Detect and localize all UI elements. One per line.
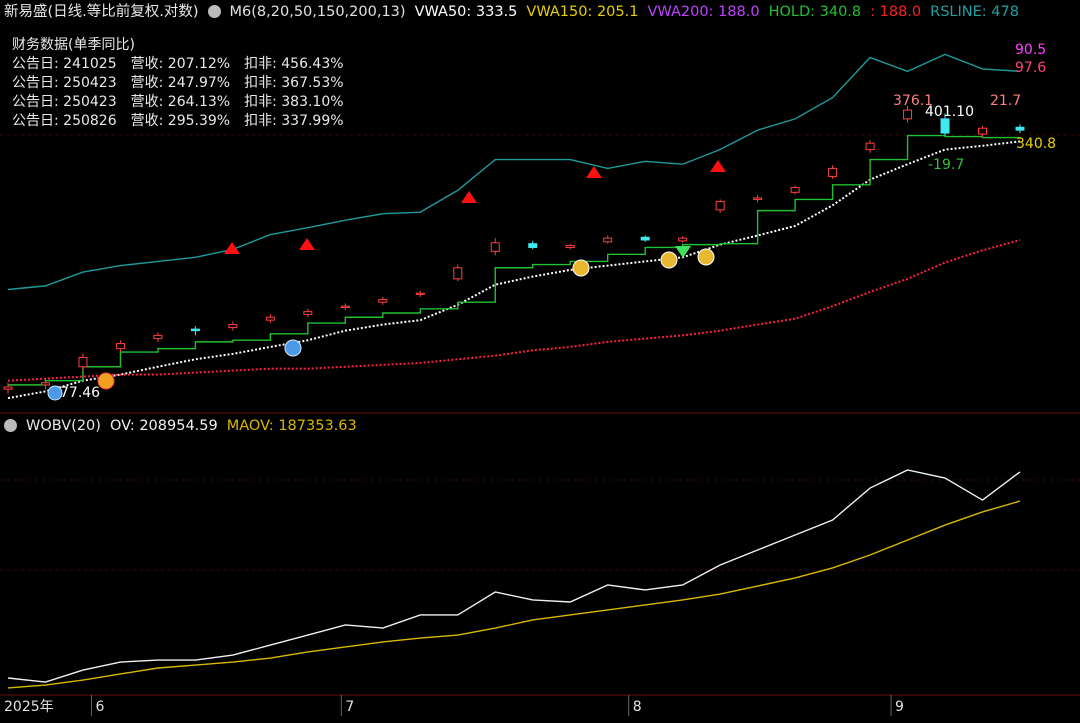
indicator: RSLINE: 478 (930, 4, 1019, 20)
candle-body (715, 201, 725, 211)
candle-body (40, 382, 50, 386)
title: 新易盛(日线.等比前复权.对数) (4, 4, 199, 20)
financials-title: 财务数据(单季同比) (12, 37, 135, 53)
line-series (8, 134, 1021, 386)
indicator: VWA50: 333.5 (414, 4, 518, 20)
line-series (7, 469, 1021, 683)
candle-body (190, 328, 200, 332)
candle-body (865, 142, 875, 151)
candle-body (828, 167, 838, 177)
candle-body (228, 324, 238, 329)
candle-body (678, 237, 688, 242)
line-series (7, 500, 1021, 689)
candle-body (903, 109, 913, 120)
x-axis-label: 2025年 (4, 699, 54, 715)
indicator: HOLD: 340.8 (768, 4, 862, 20)
coin-icon (697, 248, 715, 266)
financial-cell: 公告日: 250423 (12, 94, 117, 110)
financial-cell: 扣非: 337.99% (244, 113, 344, 129)
candle-body (753, 197, 763, 200)
financial-cell: 营收: 247.97% (130, 75, 231, 91)
indicator: VWA200: 188.0 (647, 4, 760, 20)
ball-icon (284, 339, 302, 357)
candle-body (790, 187, 800, 193)
line-series (7, 239, 1021, 382)
candle-body (78, 356, 88, 368)
x-tick-label: 7 (345, 699, 354, 715)
candle-body (303, 311, 313, 315)
legend-entry: MAOV: 187353.63 (226, 418, 357, 434)
menu-toggle[interactable] (4, 419, 17, 432)
event-marker (224, 242, 240, 254)
financial-row: 公告日: 241025 营收: 207.12% 扣非: 456.43% (12, 55, 344, 74)
event-marker (586, 166, 602, 178)
annotation: 90.5 (1015, 42, 1046, 58)
annotation: 97.6 (1015, 60, 1046, 76)
financial-cell: 营收: 207.12% (130, 56, 231, 72)
event-icons (47, 160, 726, 401)
financial-row: 公告日: 250826 营收: 295.39% 扣非: 337.99% (12, 112, 344, 131)
indicator: M6(8,20,50,150,200,13) (229, 4, 406, 20)
sub-header: WOBV(20) OV: 208954.59 MAOV: 187353.63 (4, 416, 357, 436)
x-tick-label: 8 (633, 699, 642, 715)
coin-icon (660, 251, 678, 269)
candle-body (378, 299, 388, 303)
financial-row: 公告日: 250423 营收: 264.13% 扣非: 383.10% (12, 93, 344, 112)
ball-icon (47, 385, 63, 401)
x-tick-label: 6 (95, 699, 104, 715)
annotation: 340.8 (1016, 136, 1056, 152)
financials: 财务数据(单季同比) 公告日: 241025 营收: 207.12% 扣非: 456… (12, 36, 344, 131)
financial-cell: 公告日: 241025 (12, 56, 117, 72)
candle-body (415, 292, 425, 295)
financial-cell: 营收: 264.13% (130, 94, 231, 110)
coin-icon (572, 259, 590, 277)
line-series (7, 53, 1021, 291)
financial-cell: 扣非: 367.53% (244, 75, 344, 91)
financial-cell: 公告日: 250826 (12, 113, 117, 129)
event-marker (710, 160, 726, 172)
financial-cell: 公告日: 250423 (12, 75, 117, 91)
candle-body (528, 243, 538, 248)
annotation: 401.10 (925, 104, 974, 120)
line-series (7, 140, 1021, 400)
candle-body (153, 334, 163, 340)
event-marker (461, 191, 477, 203)
candle-body (453, 267, 463, 280)
financial-cell: 营收: 295.39% (130, 113, 231, 129)
candle-body (1015, 126, 1025, 131)
indicator: VWA150: 205.1 (526, 4, 639, 20)
candle-body (115, 343, 125, 350)
legend-entry: OV: 208954.59 (109, 418, 218, 434)
event-marker (299, 238, 315, 250)
candle-body (340, 305, 350, 308)
annotation: 21.7 (990, 93, 1021, 109)
menu-toggle[interactable] (207, 5, 221, 18)
annotation: -19.7 (928, 157, 964, 173)
candle-body (603, 237, 613, 243)
annotation: 376.1 (893, 93, 933, 109)
financial-row: 公告日: 250423 营收: 247.97% 扣非: 367.53% (12, 74, 344, 93)
event-marker (675, 246, 691, 258)
x-tick-label: 9 (895, 699, 904, 715)
sub-title: WOBV(20) (26, 418, 101, 434)
candle-body (3, 386, 13, 390)
candle-body (265, 316, 275, 321)
annotation: 77.46 (60, 385, 100, 401)
financial-cell: 扣非: 456.43% (244, 56, 344, 72)
candle-body (978, 127, 988, 135)
candle-body (640, 236, 650, 241)
header: 新易盛(日线.等比前复权.对数) M6(8,20,50,150,200,13) V… (4, 2, 1080, 22)
coin-icon (97, 372, 115, 390)
candle-body (940, 118, 950, 134)
financial-cell: 扣非: 383.10% (244, 94, 344, 110)
candle-body (565, 245, 575, 248)
indicator: : 188.0 (870, 4, 922, 20)
candle-body (490, 242, 500, 252)
